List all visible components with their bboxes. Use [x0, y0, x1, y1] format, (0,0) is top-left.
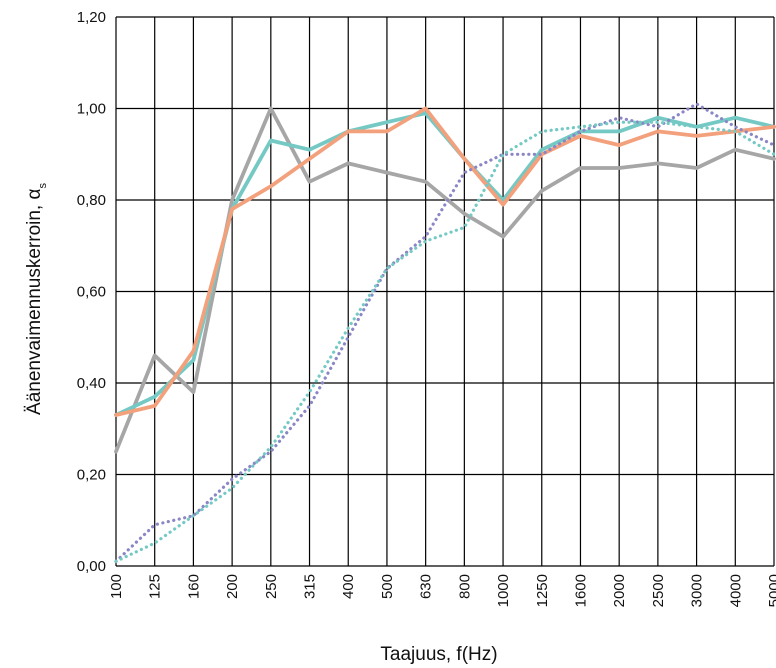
y-axis-title-subscript: s — [37, 183, 49, 189]
x-tick-label: 800 — [456, 574, 473, 599]
series-group — [114, 102, 776, 564]
y-tick-label: 0,80 — [77, 192, 106, 209]
x-tick-label: 200 — [224, 574, 241, 599]
x-tick-label: 400 — [340, 574, 357, 599]
y-tick-label: 1,00 — [77, 101, 106, 118]
x-tick-label: 250 — [263, 574, 280, 599]
x-tick-label: 4000 — [727, 574, 744, 607]
y-axis-title-main: Äänenvaimennuskerroin, α — [24, 189, 45, 415]
y-axis-title: Äänenvaimennuskerroin, αs — [24, 183, 49, 415]
x-tick-label: 1000 — [495, 574, 512, 607]
y-tick-label: 1,20 — [77, 9, 106, 26]
x-tick-label: 1250 — [534, 574, 551, 607]
series-line-4-dotted — [114, 102, 776, 564]
y-tick-label: 0,60 — [77, 284, 106, 301]
x-tick-labels: 100 125 160 200 250 315 400 500 630 800 1000 1250 16… — [108, 574, 776, 607]
series-line-2-solid — [114, 111, 776, 417]
x-tick-label: 160 — [185, 574, 202, 599]
x-tick-label: 500 — [379, 574, 396, 599]
x-tick-label: 2500 — [650, 574, 667, 607]
series-line-3-solid — [114, 106, 776, 417]
y-tick-label: 0,40 — [77, 375, 106, 392]
x-tick-label: 100 — [108, 574, 125, 599]
y-tick-label: 0,00 — [77, 558, 106, 575]
x-tick-label: 2000 — [611, 574, 628, 607]
x-tick-label: 3000 — [689, 574, 706, 607]
series-line-5-dotted — [114, 120, 776, 564]
x-tick-label: 315 — [302, 574, 319, 599]
x-axis-title: Taajuus, f(Hz) — [380, 644, 497, 665]
y-tick-label: 0,20 — [77, 467, 106, 484]
x-tick-label: 125 — [147, 574, 164, 599]
x-tick-label: 630 — [418, 574, 435, 599]
x-tick-label: 1600 — [572, 574, 589, 607]
x-tick-label: 5000 — [766, 574, 776, 607]
y-tick-labels: 0,00 0,20 0,40 0,60 0,80 1,00 1,20 — [77, 9, 106, 575]
grid — [115, 16, 775, 567]
